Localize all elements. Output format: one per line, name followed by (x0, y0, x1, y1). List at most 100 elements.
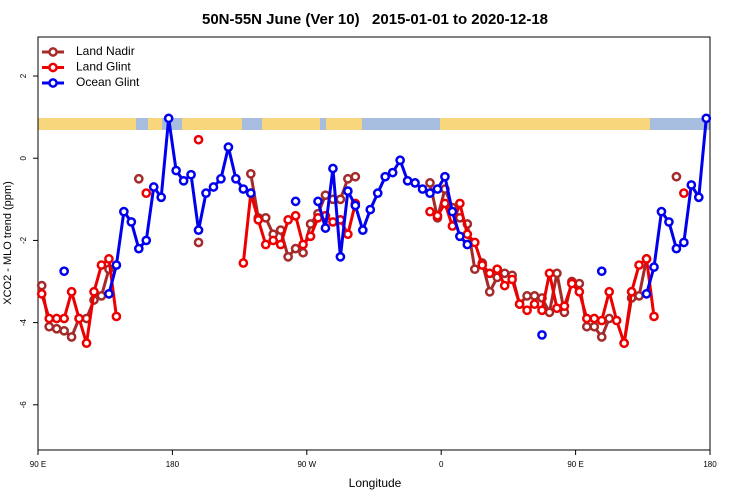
data-point (245, 188, 256, 199)
data-point (290, 210, 301, 221)
land-strip (182, 118, 242, 130)
data-point (492, 264, 503, 275)
data-point (649, 262, 659, 272)
data-point (484, 286, 495, 297)
data-point (425, 188, 435, 199)
data-point (148, 182, 159, 192)
data-point (328, 163, 338, 174)
data-point (59, 313, 69, 324)
y-axis-label: XCO2 - MLO trend (ppm) (2, 181, 14, 304)
x-tick-label: 180 (166, 460, 180, 469)
data-point (59, 266, 69, 277)
legend-marker (48, 62, 58, 73)
data-point (208, 182, 219, 192)
data-point (111, 260, 122, 270)
data-point (171, 165, 181, 176)
y-tick-label: 2 (19, 73, 28, 78)
data-point (36, 288, 47, 299)
data-point (634, 260, 644, 270)
data-point (484, 268, 495, 279)
data-point (544, 307, 555, 318)
legend-marker (48, 47, 58, 57)
data-point (260, 212, 271, 223)
data-point (133, 243, 144, 254)
data-point (335, 194, 346, 205)
y-tick-label: -4 (19, 319, 28, 327)
data-point (44, 321, 55, 332)
data-point (455, 231, 465, 242)
data-point (260, 239, 271, 250)
data-point (440, 171, 450, 182)
data-point (350, 171, 361, 182)
data-point (223, 142, 234, 152)
data-point (567, 278, 577, 289)
data-point (201, 188, 211, 199)
data-point (425, 178, 435, 188)
data-point (133, 173, 144, 184)
data-point (275, 239, 286, 250)
data-point (193, 134, 204, 145)
data-point (552, 303, 562, 314)
data-point (290, 196, 301, 207)
x-tick-label: 0 (439, 460, 444, 469)
data-point (499, 280, 510, 291)
data-point (574, 286, 585, 297)
data-point (313, 196, 323, 207)
data-point (231, 173, 241, 184)
data-point (357, 225, 368, 235)
data-point (268, 235, 279, 246)
data-point (641, 254, 652, 264)
data-point (350, 200, 361, 211)
data-point (596, 266, 607, 277)
data-point (343, 173, 353, 184)
data-point (298, 239, 308, 250)
legend-label: Ocean Glint (76, 75, 140, 89)
data-point (440, 198, 450, 209)
data-point (74, 313, 84, 324)
data-point (701, 113, 712, 124)
data-point (275, 225, 286, 235)
chart-title: 50N-55N June (Ver 10) 2015-01-01 to 2020… (202, 11, 548, 28)
land-mask-strip (38, 118, 710, 130)
data-point (193, 225, 204, 235)
data-point (335, 252, 346, 262)
data-point (447, 206, 458, 217)
y-tick-label: -6 (19, 401, 28, 409)
data-point (514, 299, 525, 309)
data-point (544, 268, 555, 279)
data-point (104, 254, 114, 264)
data-point (596, 332, 607, 342)
data-point (387, 167, 398, 178)
data-point (365, 204, 376, 215)
data-point (141, 235, 152, 246)
data-point (649, 311, 659, 322)
data-point (477, 260, 488, 270)
data-point (305, 231, 316, 242)
data-point (671, 171, 682, 182)
land-strip (38, 118, 136, 130)
x-tick-label: 90 E (30, 460, 46, 469)
data-point (81, 338, 92, 349)
x-axis-label: Longitude (349, 476, 402, 490)
plot-frame (37, 36, 711, 451)
legend-label: Land Glint (76, 60, 131, 74)
data-point (119, 206, 129, 217)
data-point (104, 288, 114, 299)
data-point (372, 188, 383, 199)
data-point (141, 188, 152, 199)
data-point (216, 173, 226, 184)
data-point (679, 237, 689, 248)
data-point (178, 175, 189, 186)
data-point (298, 247, 308, 258)
data-point (320, 223, 331, 233)
data-point (51, 313, 62, 324)
data-point (245, 168, 256, 179)
data-point (96, 260, 107, 270)
data-point (462, 229, 473, 240)
data-point (156, 192, 167, 203)
data-point (186, 169, 196, 180)
data-point (328, 217, 338, 227)
data-point (469, 237, 480, 248)
